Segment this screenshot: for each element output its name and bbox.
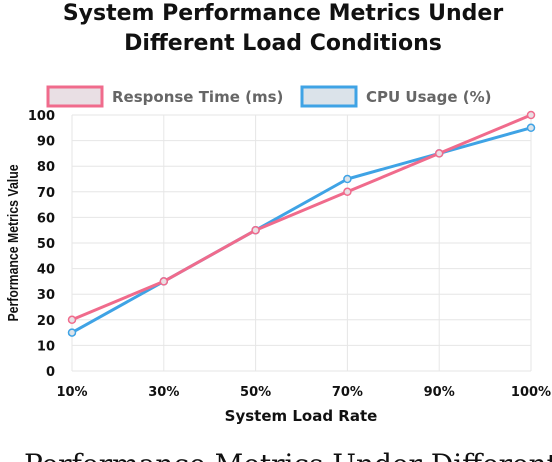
legend: Response Time (ms) CPU Usage (%) [46, 85, 492, 108]
chart-title-line-1: System Performance Metrics Under [63, 1, 503, 26]
x-axis-label: System Load Rate [225, 407, 378, 425]
chart-title-line-2: Different Load Conditions [124, 31, 442, 56]
y-tick-label-60: 60 [37, 211, 55, 226]
x-tick-label-1: 30% [148, 385, 179, 400]
y-tick-label-30: 30 [37, 288, 55, 303]
series-layer [67, 110, 536, 337]
y-tick-label-90: 90 [37, 135, 55, 150]
legend-label-response-time: Response Time (ms) [112, 88, 283, 106]
y-tick-label-40: 40 [37, 263, 55, 278]
figure-caption: Performance Metrics Under Different Load [24, 448, 552, 462]
y-tick-label-70: 70 [37, 186, 55, 201]
data-point-response-time-ms-0 [67, 315, 77, 325]
y-tick-label-80: 80 [37, 160, 55, 175]
data-point-response-time-ms-5 [526, 110, 536, 120]
series-line-response-time-ms [70, 113, 533, 322]
data-point-cpu-usage-0 [67, 328, 77, 337]
x-tick-label-3: 70% [332, 385, 363, 400]
y-axis-label: Performance Metrics Value [5, 164, 21, 321]
y-tick-label-0: 0 [46, 365, 55, 380]
data-point-cpu-usage-5 [526, 123, 536, 133]
data-point-cpu-usage-3 [343, 174, 352, 184]
data-point-response-time-ms-3 [343, 187, 352, 197]
series-line-cpu-usage [70, 126, 533, 335]
x-tick-label-5: 100% [511, 385, 551, 400]
data-point-response-time-ms-4 [434, 149, 444, 158]
y-tick-label-50: 50 [37, 237, 55, 252]
legend-label-cpu-usage: CPU Usage (%) [366, 88, 492, 106]
x-axis-ticks: 10% 30% 50% 70% 90% 100% [56, 385, 551, 400]
x-tick-label-4: 90% [424, 385, 455, 400]
x-tick-label-0: 10% [56, 385, 87, 400]
y-tick-label-10: 10 [37, 339, 55, 354]
data-point-response-time-ms-2 [251, 225, 260, 235]
data-point-response-time-ms-1 [159, 277, 169, 286]
y-tick-label-100: 100 [28, 109, 55, 124]
legend-swatch-response-time [46, 85, 104, 108]
y-tick-label-20: 20 [37, 314, 55, 329]
y-axis-ticks: 0 10 20 30 40 50 60 70 80 90 100 [28, 109, 55, 380]
x-tick-label-2: 50% [240, 385, 271, 400]
legend-swatch-cpu-usage [300, 85, 358, 108]
grid [71, 114, 532, 372]
